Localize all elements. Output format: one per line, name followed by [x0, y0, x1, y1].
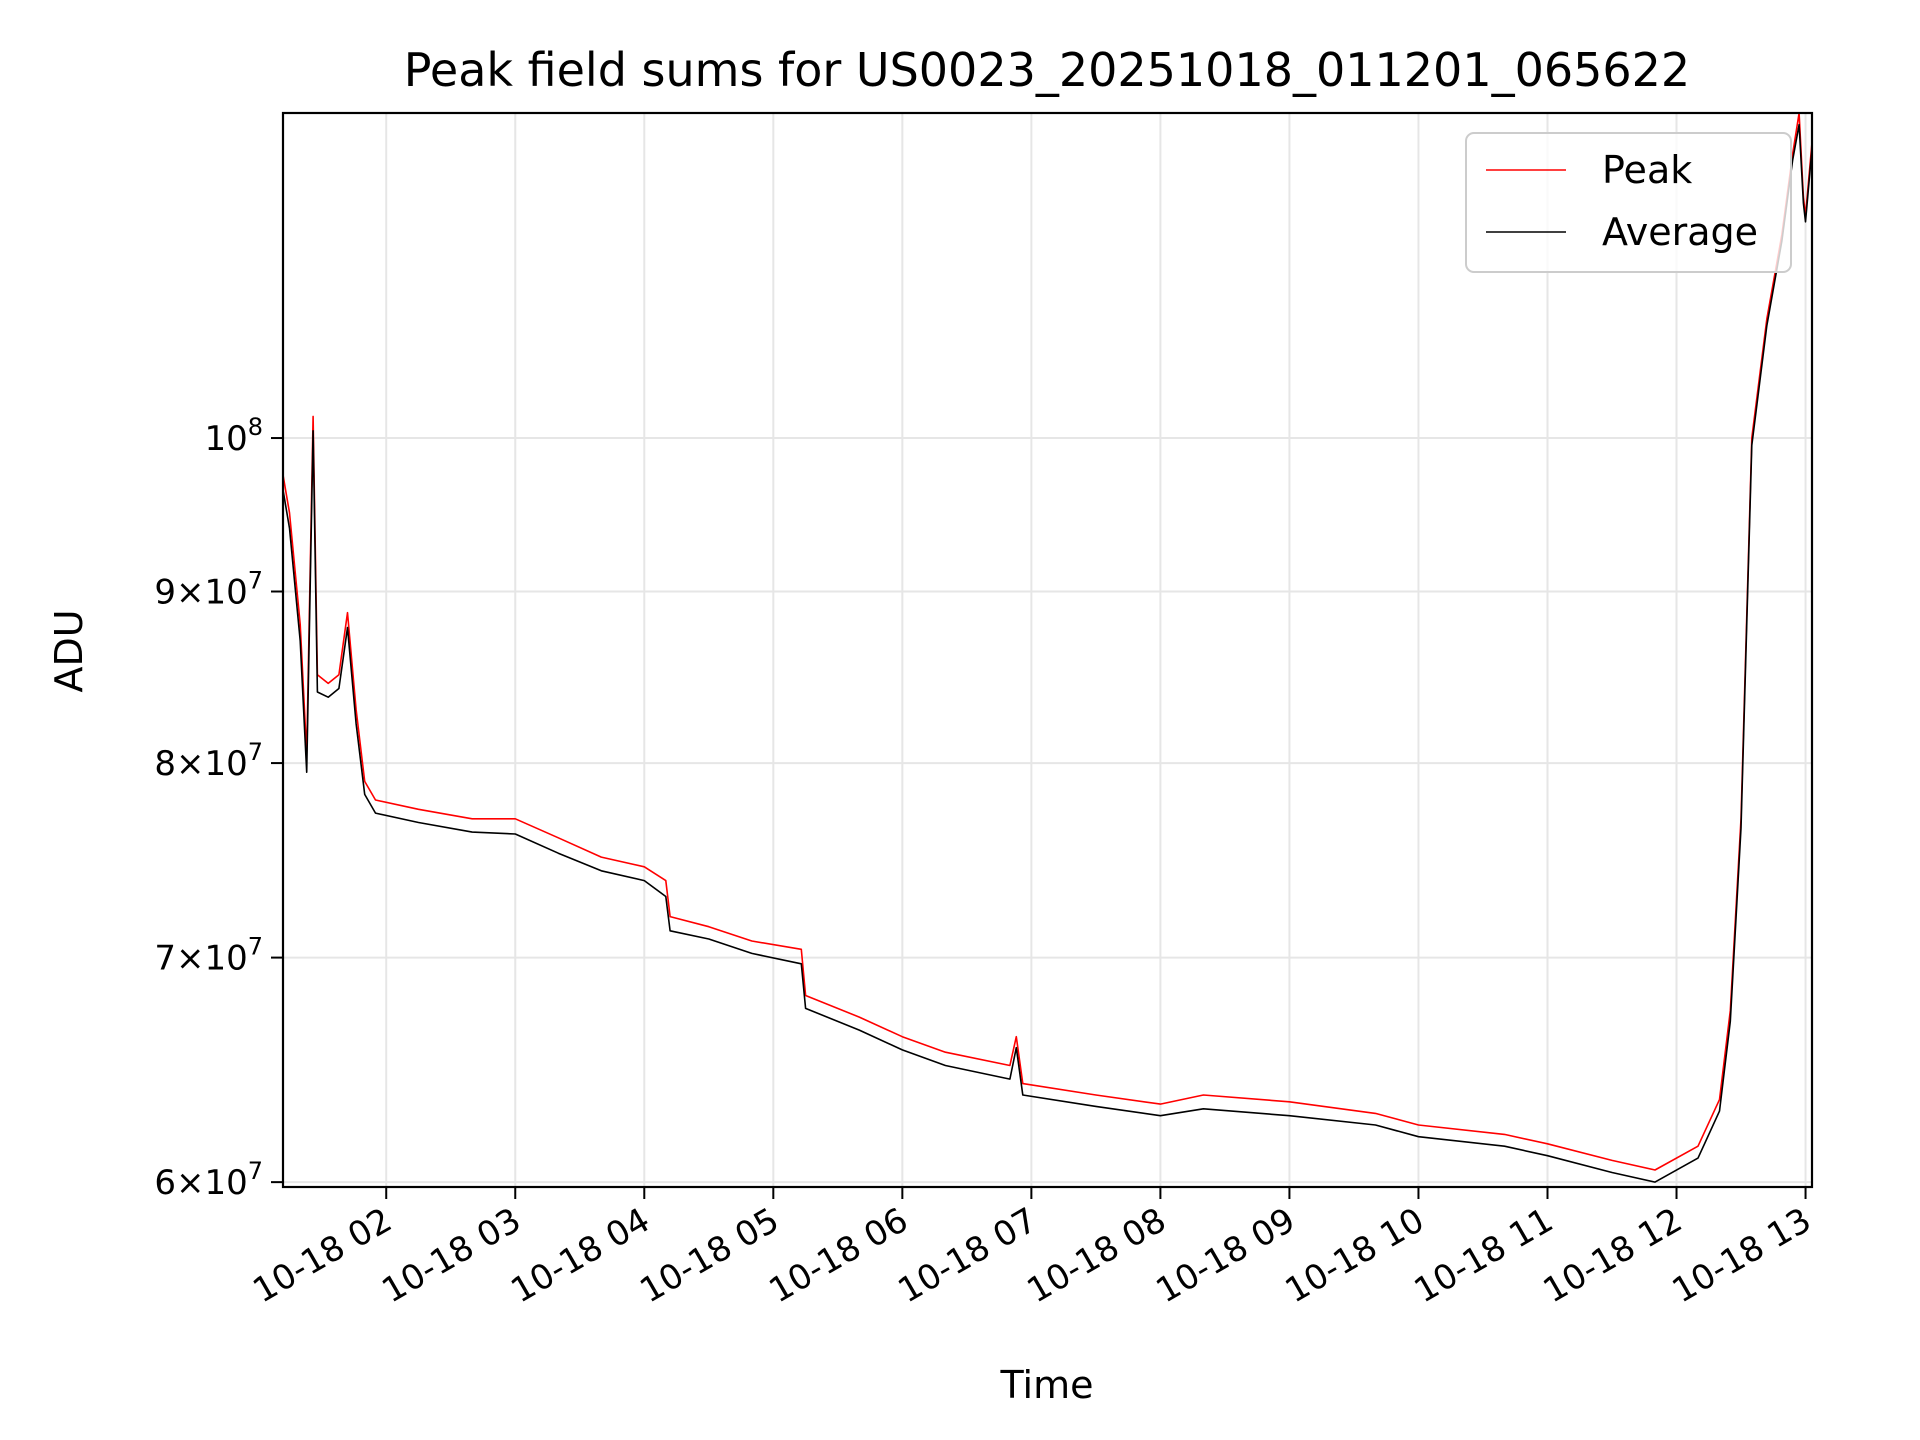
- legend-label-average: Average: [1602, 210, 1758, 254]
- y-axis-label: ADU: [47, 609, 91, 692]
- plot-lines: [282, 112, 1813, 1183]
- legend-box: [1465, 132, 1792, 273]
- x-axis-label: Time: [1000, 1363, 1094, 1407]
- series-line-average: [282, 123, 1813, 1183]
- y-tick-label: 7×107: [154, 933, 263, 979]
- legend: Peak Average: [1465, 132, 1792, 273]
- y-axis-ticks: 6×107 7×107 8×107 9×107 108: [154, 413, 283, 1203]
- grid-lines: [283, 113, 1812, 1187]
- y-tick-label: 6×107: [154, 1157, 263, 1203]
- y-tick-label: 8×107: [154, 738, 263, 784]
- legend-label-peak: Peak: [1602, 148, 1692, 192]
- plot-frame: [281, 111, 1814, 1189]
- y-tick-label: 108: [204, 413, 263, 459]
- chart-title: Peak field sums for US0023_20251018_0112…: [404, 43, 1690, 97]
- y-tick-label: 9×107: [154, 567, 263, 613]
